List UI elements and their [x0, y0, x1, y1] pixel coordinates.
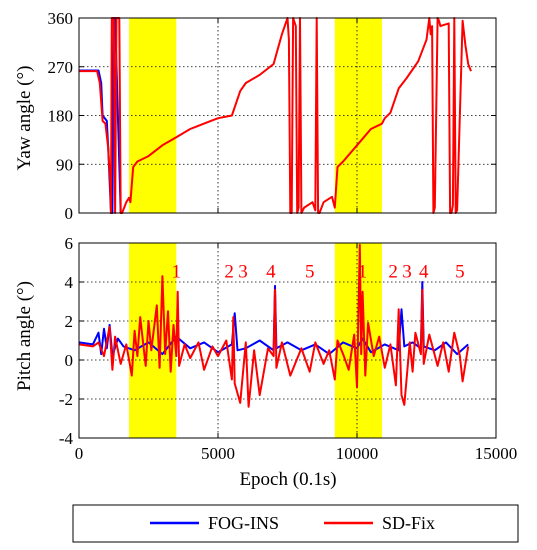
pitch-plot-frame [78, 242, 497, 439]
yaw-grid [79, 18, 496, 213]
bot-annotation-4: 5 [305, 261, 315, 282]
bot-annotation-9: 5 [455, 261, 465, 282]
legend-box [72, 504, 519, 543]
bot-xtick-label-0: 0 [75, 444, 84, 463]
bot-ytick-label-3: 2 [65, 312, 74, 331]
legend-label-sd-fix: SD-Fix [382, 513, 435, 533]
bot-annotation-5: 1 [358, 261, 368, 282]
bot-annotation-1: 2 [224, 261, 234, 282]
yaw-ticks: 0 90 180 270 360 [48, 9, 497, 223]
bot-annotation-3: 4 [266, 261, 276, 282]
bot-xtick-label-1: 5000 [201, 444, 235, 463]
pitch-axis-label: Pitch angle (°) [14, 281, 35, 391]
bot-annotation-8: 4 [419, 261, 429, 282]
top-ytick-label-1: 90 [56, 155, 73, 174]
top-ytick-label-4: 360 [48, 9, 74, 28]
legend: FOG-INS SD-Fix [72, 504, 519, 543]
top-ytick-label-3: 270 [48, 58, 74, 77]
epoch-axis-label: Epoch (0.1s) [239, 469, 336, 490]
legend-label-fog-ins: FOG-INS [208, 513, 279, 533]
bot-ytick-label-4: 4 [65, 273, 74, 292]
bot-series-line-sd-fix [78, 243, 470, 408]
top-ytick-label-2: 180 [48, 107, 74, 126]
bot-ytick-label-5: 6 [65, 234, 74, 253]
bot-xtick-label-2: 10000 [336, 444, 379, 463]
bot-ytick-label-0: -4 [59, 429, 74, 448]
bot-annotation-7: 3 [402, 261, 412, 282]
pitch-series [78, 243, 470, 408]
yaw-panel: 0 90 180 270 360 Yaw angle (°) [14, 9, 497, 223]
top-ytick-label-0: 0 [65, 204, 74, 223]
bot-ytick-label-1: -2 [59, 390, 73, 409]
top-shade-band-1 [334, 18, 383, 213]
bot-xtick-label-3: 15000 [475, 444, 518, 463]
bot-annotation-0: 1 [172, 261, 182, 282]
yaw-axis-label: Yaw angle (°) [14, 66, 35, 171]
bot-annotation-6: 2 [388, 261, 398, 282]
bot-annotation-2: 3 [238, 261, 248, 282]
bot-ytick-label-2: 0 [65, 351, 74, 370]
